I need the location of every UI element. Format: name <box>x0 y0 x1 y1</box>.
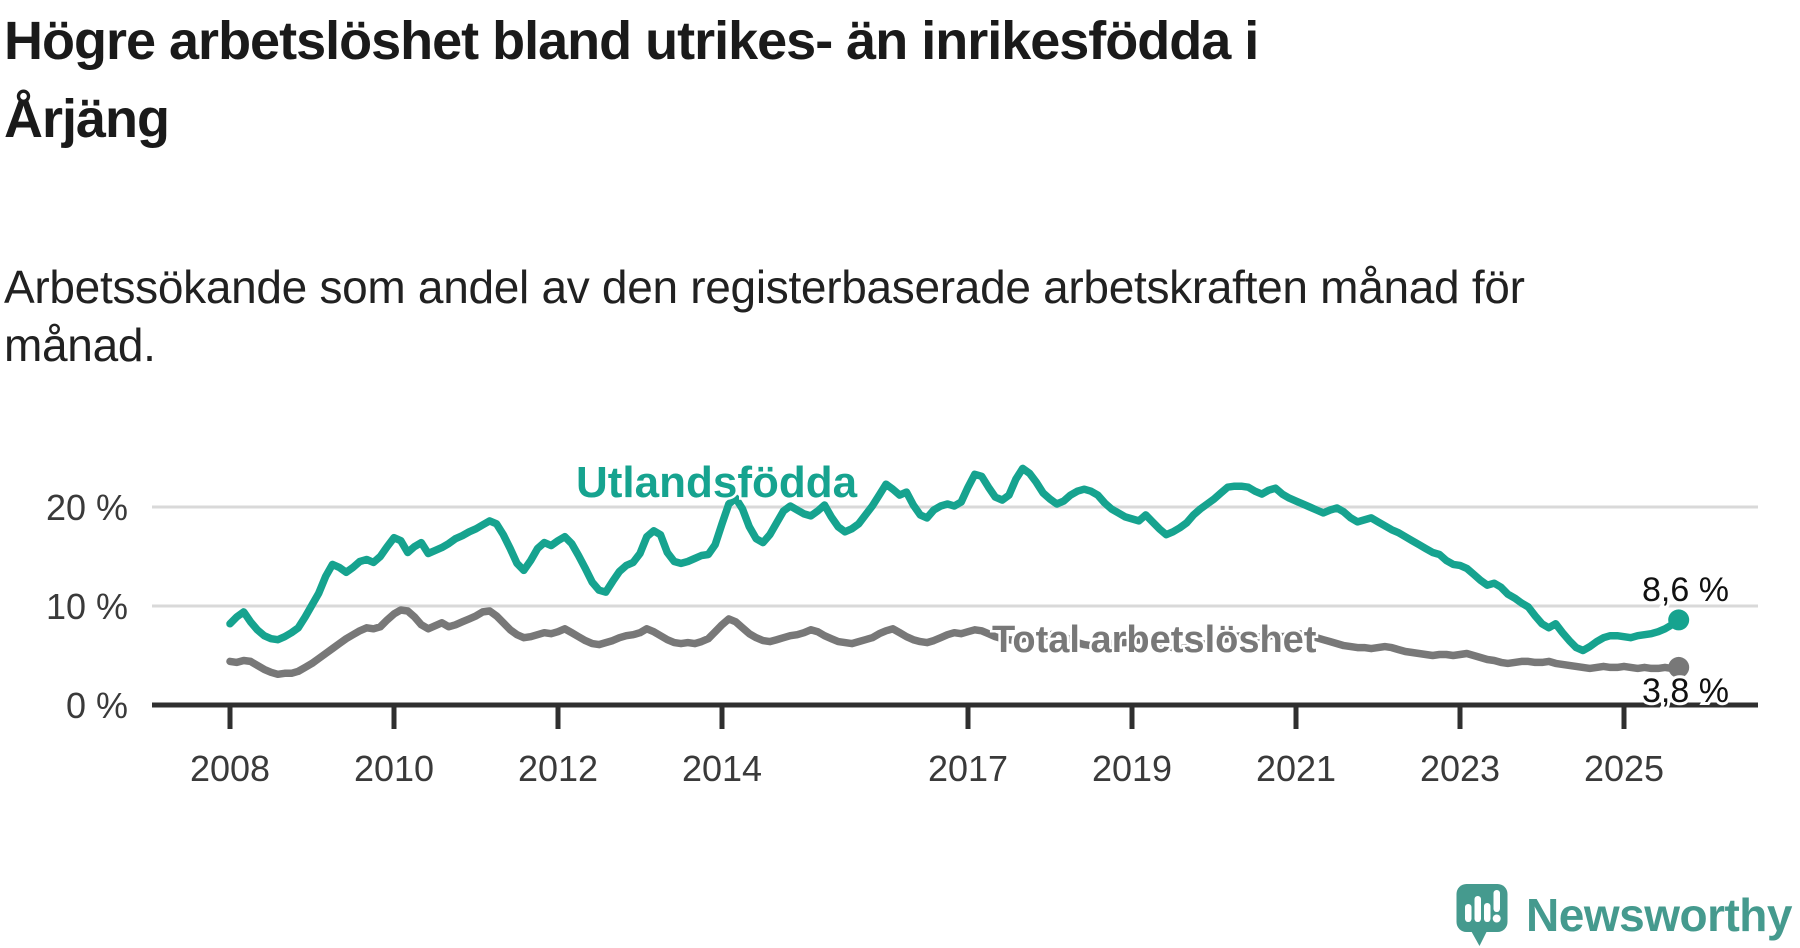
x-tick-label-2017: 2017 <box>928 748 1008 789</box>
series-line-utlandsfodda <box>226 464 1683 655</box>
chart-subtitle: Arbetssökande som andel av den registerb… <box>4 258 1704 374</box>
newsworthy-logo-icon <box>1456 884 1508 946</box>
logo-exclamation-dot <box>1492 914 1501 923</box>
x-tick-label-2023: 2023 <box>1420 748 1500 789</box>
series-label-total-arbetsloshet: Total arbetslöshet <box>992 619 1317 661</box>
chart-subtitle-line1: Arbetssökande som andel av den registerb… <box>4 261 1525 313</box>
x-tick-label-2019: 2019 <box>1092 748 1172 789</box>
y-tick-label-10: 10 % <box>46 586 128 627</box>
end-value-label-utlandsfodda: 8,6 % <box>1642 571 1729 609</box>
chart-subtitle-line2: månad. <box>4 319 156 371</box>
end-dot-total-arbetsloshet <box>1668 656 1690 678</box>
x-tick-label-2012: 2012 <box>518 748 598 789</box>
page-title: Högre arbetslöshet bland utrikes- än inr… <box>4 2 1564 158</box>
newsworthy-logo: Newsworthy <box>1456 882 1792 948</box>
x-tick-label-2008: 2008 <box>190 748 270 789</box>
y-tick-label-0: 0 % <box>66 685 128 726</box>
series-line-total-arbetsloshet <box>226 606 1683 679</box>
x-tick-label-2025: 2025 <box>1584 748 1664 789</box>
x-tick-label-2014: 2014 <box>682 748 762 789</box>
end-dot-layer <box>1668 609 1690 678</box>
end-value-label-total-arbetsloshet: 3,8 % <box>1642 672 1729 710</box>
logo-bar-3 <box>1484 903 1491 922</box>
x-tick-label-2010: 2010 <box>354 748 434 789</box>
series-layer <box>226 464 1683 679</box>
logo-bar-2 <box>1474 896 1482 922</box>
end-dot-utlandsfodda <box>1668 609 1690 631</box>
newsworthy-logo-text: Newsworthy <box>1526 889 1792 941</box>
axis-tick-layer: 2008 2010 2012 2014 2017 2019 2021 2023 2025 <box>190 705 1664 789</box>
page-title-line1: Högre arbetslöshet bland utrikes- än inr… <box>4 11 1259 71</box>
page-title-line2: Årjäng <box>4 89 170 149</box>
logo-exclamation-bar <box>1493 890 1501 912</box>
y-tick-label-20: 20 % <box>46 487 128 528</box>
grid-layer: 0 % 10 % 20 % <box>46 487 1758 726</box>
logo-bar-1 <box>1465 904 1472 922</box>
x-tick-label-2021: 2021 <box>1256 748 1336 789</box>
series-label-utlandsfodda: Utlandsfödda <box>576 458 858 507</box>
